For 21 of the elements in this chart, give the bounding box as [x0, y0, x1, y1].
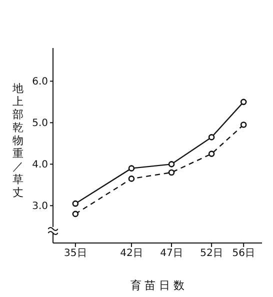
y-tick-label: 3.0	[32, 201, 48, 212]
y-tick-label: 5.0	[32, 118, 48, 130]
point	[72, 210, 79, 218]
y-tick-label: 4.0	[32, 160, 48, 171]
x-tick-label: 42日	[120, 248, 143, 260]
point	[208, 134, 215, 140]
point	[128, 165, 135, 172]
x-tick-label: 47日	[160, 248, 183, 260]
text: 地上部乾物重／草丈	[12, 82, 24, 199]
y-tick-label: 6.0	[32, 76, 48, 88]
point	[168, 161, 175, 168]
point	[208, 150, 215, 157]
point	[240, 122, 247, 128]
x-axis-title: 育 苗 日 数	[130, 279, 185, 292]
point	[72, 200, 79, 207]
point	[240, 98, 247, 106]
x-tick-label: 35日	[64, 248, 87, 260]
x-tick-label: 52日	[200, 248, 223, 260]
x-tick-label: 56日	[232, 248, 255, 260]
point	[168, 169, 175, 176]
point	[128, 176, 135, 182]
